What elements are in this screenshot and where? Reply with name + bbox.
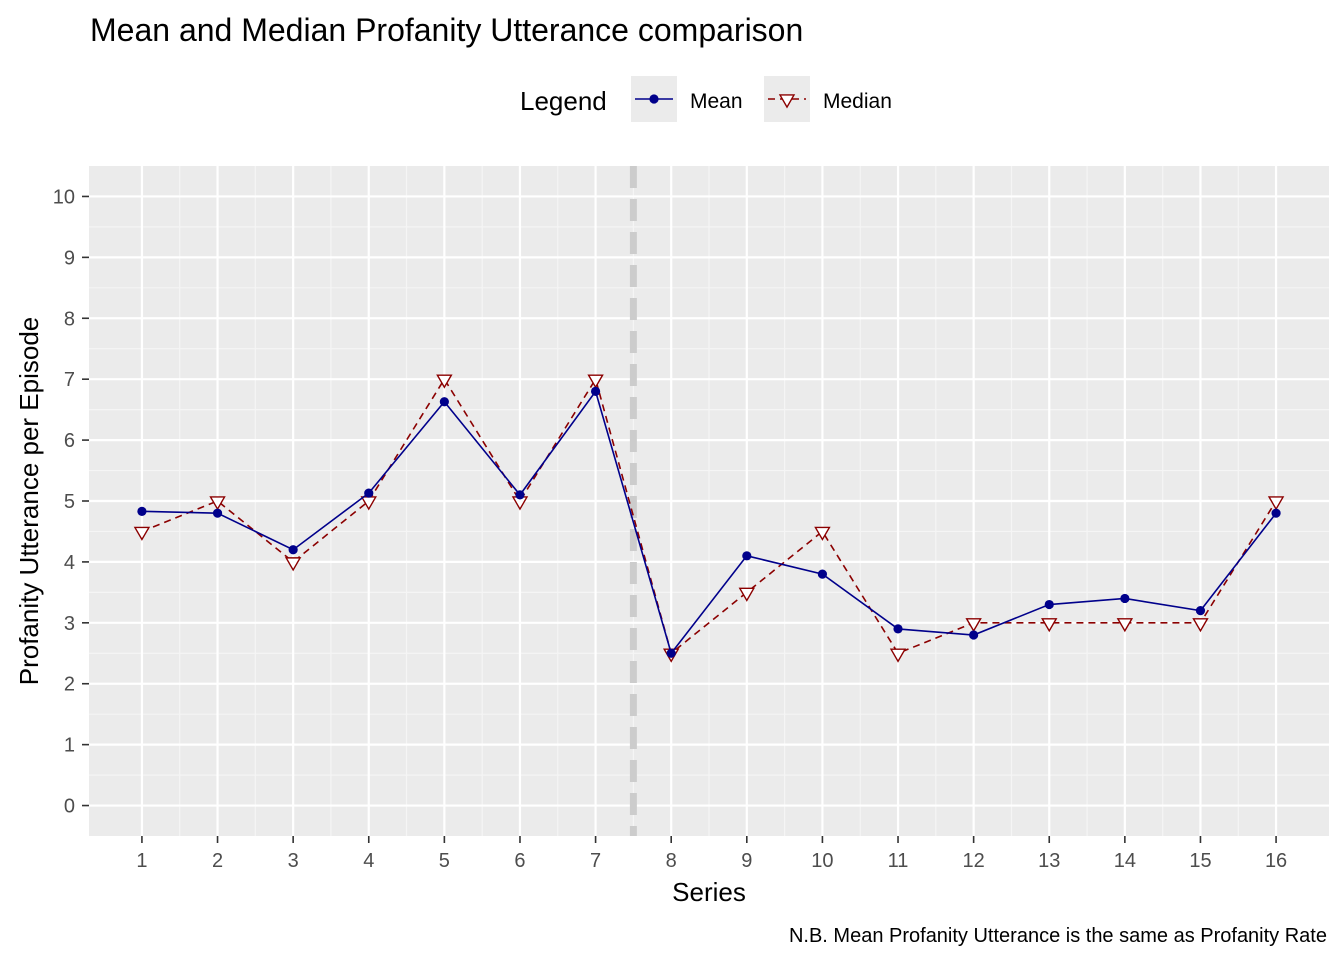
data-point-mean <box>893 624 903 634</box>
x-tick-label: 2 <box>212 850 223 872</box>
data-point-mean <box>364 488 374 498</box>
x-tick-label: 7 <box>590 850 601 872</box>
data-point-median <box>587 374 604 389</box>
legend-item-median: Median <box>764 76 892 122</box>
y-tick-label: 4 <box>64 552 75 574</box>
y-tick-label: 7 <box>64 369 75 391</box>
data-point-median <box>209 496 226 511</box>
chart-caption: N.B. Mean Profanity Utterance is the sam… <box>789 925 1327 947</box>
legend-label: Median <box>823 90 892 113</box>
x-tick-label: 5 <box>439 850 450 872</box>
x-tick-label: 10 <box>811 850 833 872</box>
data-point-median <box>1041 618 1058 633</box>
y-axis-title: Profanity Utterance per Episode <box>14 317 44 686</box>
data-point-mean <box>666 648 676 658</box>
y-tick-label: 0 <box>64 796 75 818</box>
data-point-mean <box>137 506 147 516</box>
data-point-mean <box>212 508 223 518</box>
x-tick-label: 9 <box>741 850 752 872</box>
series-median <box>133 374 1285 663</box>
y-tick-label: 6 <box>64 430 75 452</box>
grid <box>89 166 1329 836</box>
data-point-mean <box>1120 593 1130 604</box>
y-tick-label: 5 <box>64 491 75 513</box>
series-layer <box>133 374 1285 663</box>
y-tick-label: 9 <box>64 247 75 269</box>
y-tick-label: 3 <box>64 613 75 635</box>
data-point-median <box>1267 496 1285 511</box>
data-point-mean <box>288 545 298 555</box>
legend-items: Mean Median <box>631 76 892 122</box>
legend-label: Mean <box>690 90 743 113</box>
y-axis: 0 1 2 3 4 5 6 7 8 9 10 <box>53 186 89 818</box>
data-point-mean <box>817 569 828 579</box>
data-point-median <box>814 526 831 541</box>
legend-title: Legend <box>520 86 607 116</box>
x-tick-label: 15 <box>1189 850 1211 872</box>
legend: Legend Mean Median <box>520 76 892 122</box>
x-tick-label: 16 <box>1265 850 1287 872</box>
x-axis: 1 2 3 4 5 6 7 8 9 10 11 12 13 14 15 16 <box>136 836 1287 872</box>
data-point-mean <box>590 386 601 396</box>
x-tick-label: 13 <box>1038 850 1060 872</box>
data-point-mean <box>1271 508 1281 518</box>
data-point-median <box>284 557 302 572</box>
x-tick-label: 11 <box>888 850 909 872</box>
data-point-mean <box>742 551 752 561</box>
data-point-median <box>1192 618 1209 633</box>
legend-item-mean: Mean <box>631 76 743 122</box>
series-line-mean <box>141 389 1277 656</box>
legend-key-marker <box>778 94 796 109</box>
x-tick-label: 1 <box>136 850 147 872</box>
x-tick-label: 8 <box>666 850 677 872</box>
data-point-mean <box>515 490 525 500</box>
data-point-median <box>889 648 907 663</box>
data-point-mean <box>969 630 979 640</box>
data-point-median <box>738 587 756 602</box>
data-point-mean <box>1044 599 1054 610</box>
series-line-median <box>141 377 1277 655</box>
data-point-median <box>1116 618 1134 633</box>
data-point-mean <box>439 397 449 407</box>
x-tick-label: 6 <box>514 850 525 872</box>
data-point-median <box>436 374 453 389</box>
data-point-median <box>965 618 982 633</box>
x-axis-title: Series <box>672 877 746 907</box>
legend-key-marker <box>649 94 659 104</box>
y-tick-label: 1 <box>64 735 75 757</box>
data-point-median <box>133 526 151 541</box>
series-mean <box>137 386 1281 658</box>
x-tick-label: 3 <box>288 850 299 872</box>
x-tick-label: 14 <box>1114 850 1136 872</box>
x-tick-label: 4 <box>363 850 374 872</box>
y-tick-label: 8 <box>64 308 75 330</box>
y-tick-label: 2 <box>64 674 75 696</box>
chart-title: Mean and Median Profanity Utterance comp… <box>90 12 803 48</box>
y-tick-label: 10 <box>53 186 75 208</box>
x-tick-label: 12 <box>963 850 985 872</box>
data-point-mean <box>1195 606 1206 616</box>
